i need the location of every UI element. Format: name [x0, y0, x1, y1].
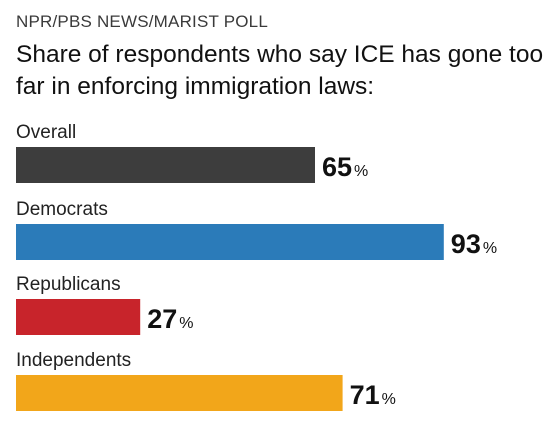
data-label-republicans: 27% [147, 304, 193, 334]
data-label-overall: 65% [322, 152, 368, 182]
bar-republicans [16, 299, 141, 335]
chart-title: Share of respondents who say ICE has gon… [16, 41, 544, 100]
data-label-independents: 71% [350, 380, 396, 410]
bar-democrats [16, 224, 444, 260]
chart-source: NPR/PBS NEWS/MARIST POLL [16, 12, 268, 31]
bar-independents [16, 375, 343, 411]
category-label-republicans: Republicans [16, 274, 121, 295]
category-label-democrats: Democrats [16, 199, 108, 220]
data-label-democrats: 93% [451, 229, 497, 259]
category-label-overall: Overall [16, 122, 76, 143]
category-label-independents: Independents [16, 350, 131, 371]
bar-overall [16, 147, 315, 183]
